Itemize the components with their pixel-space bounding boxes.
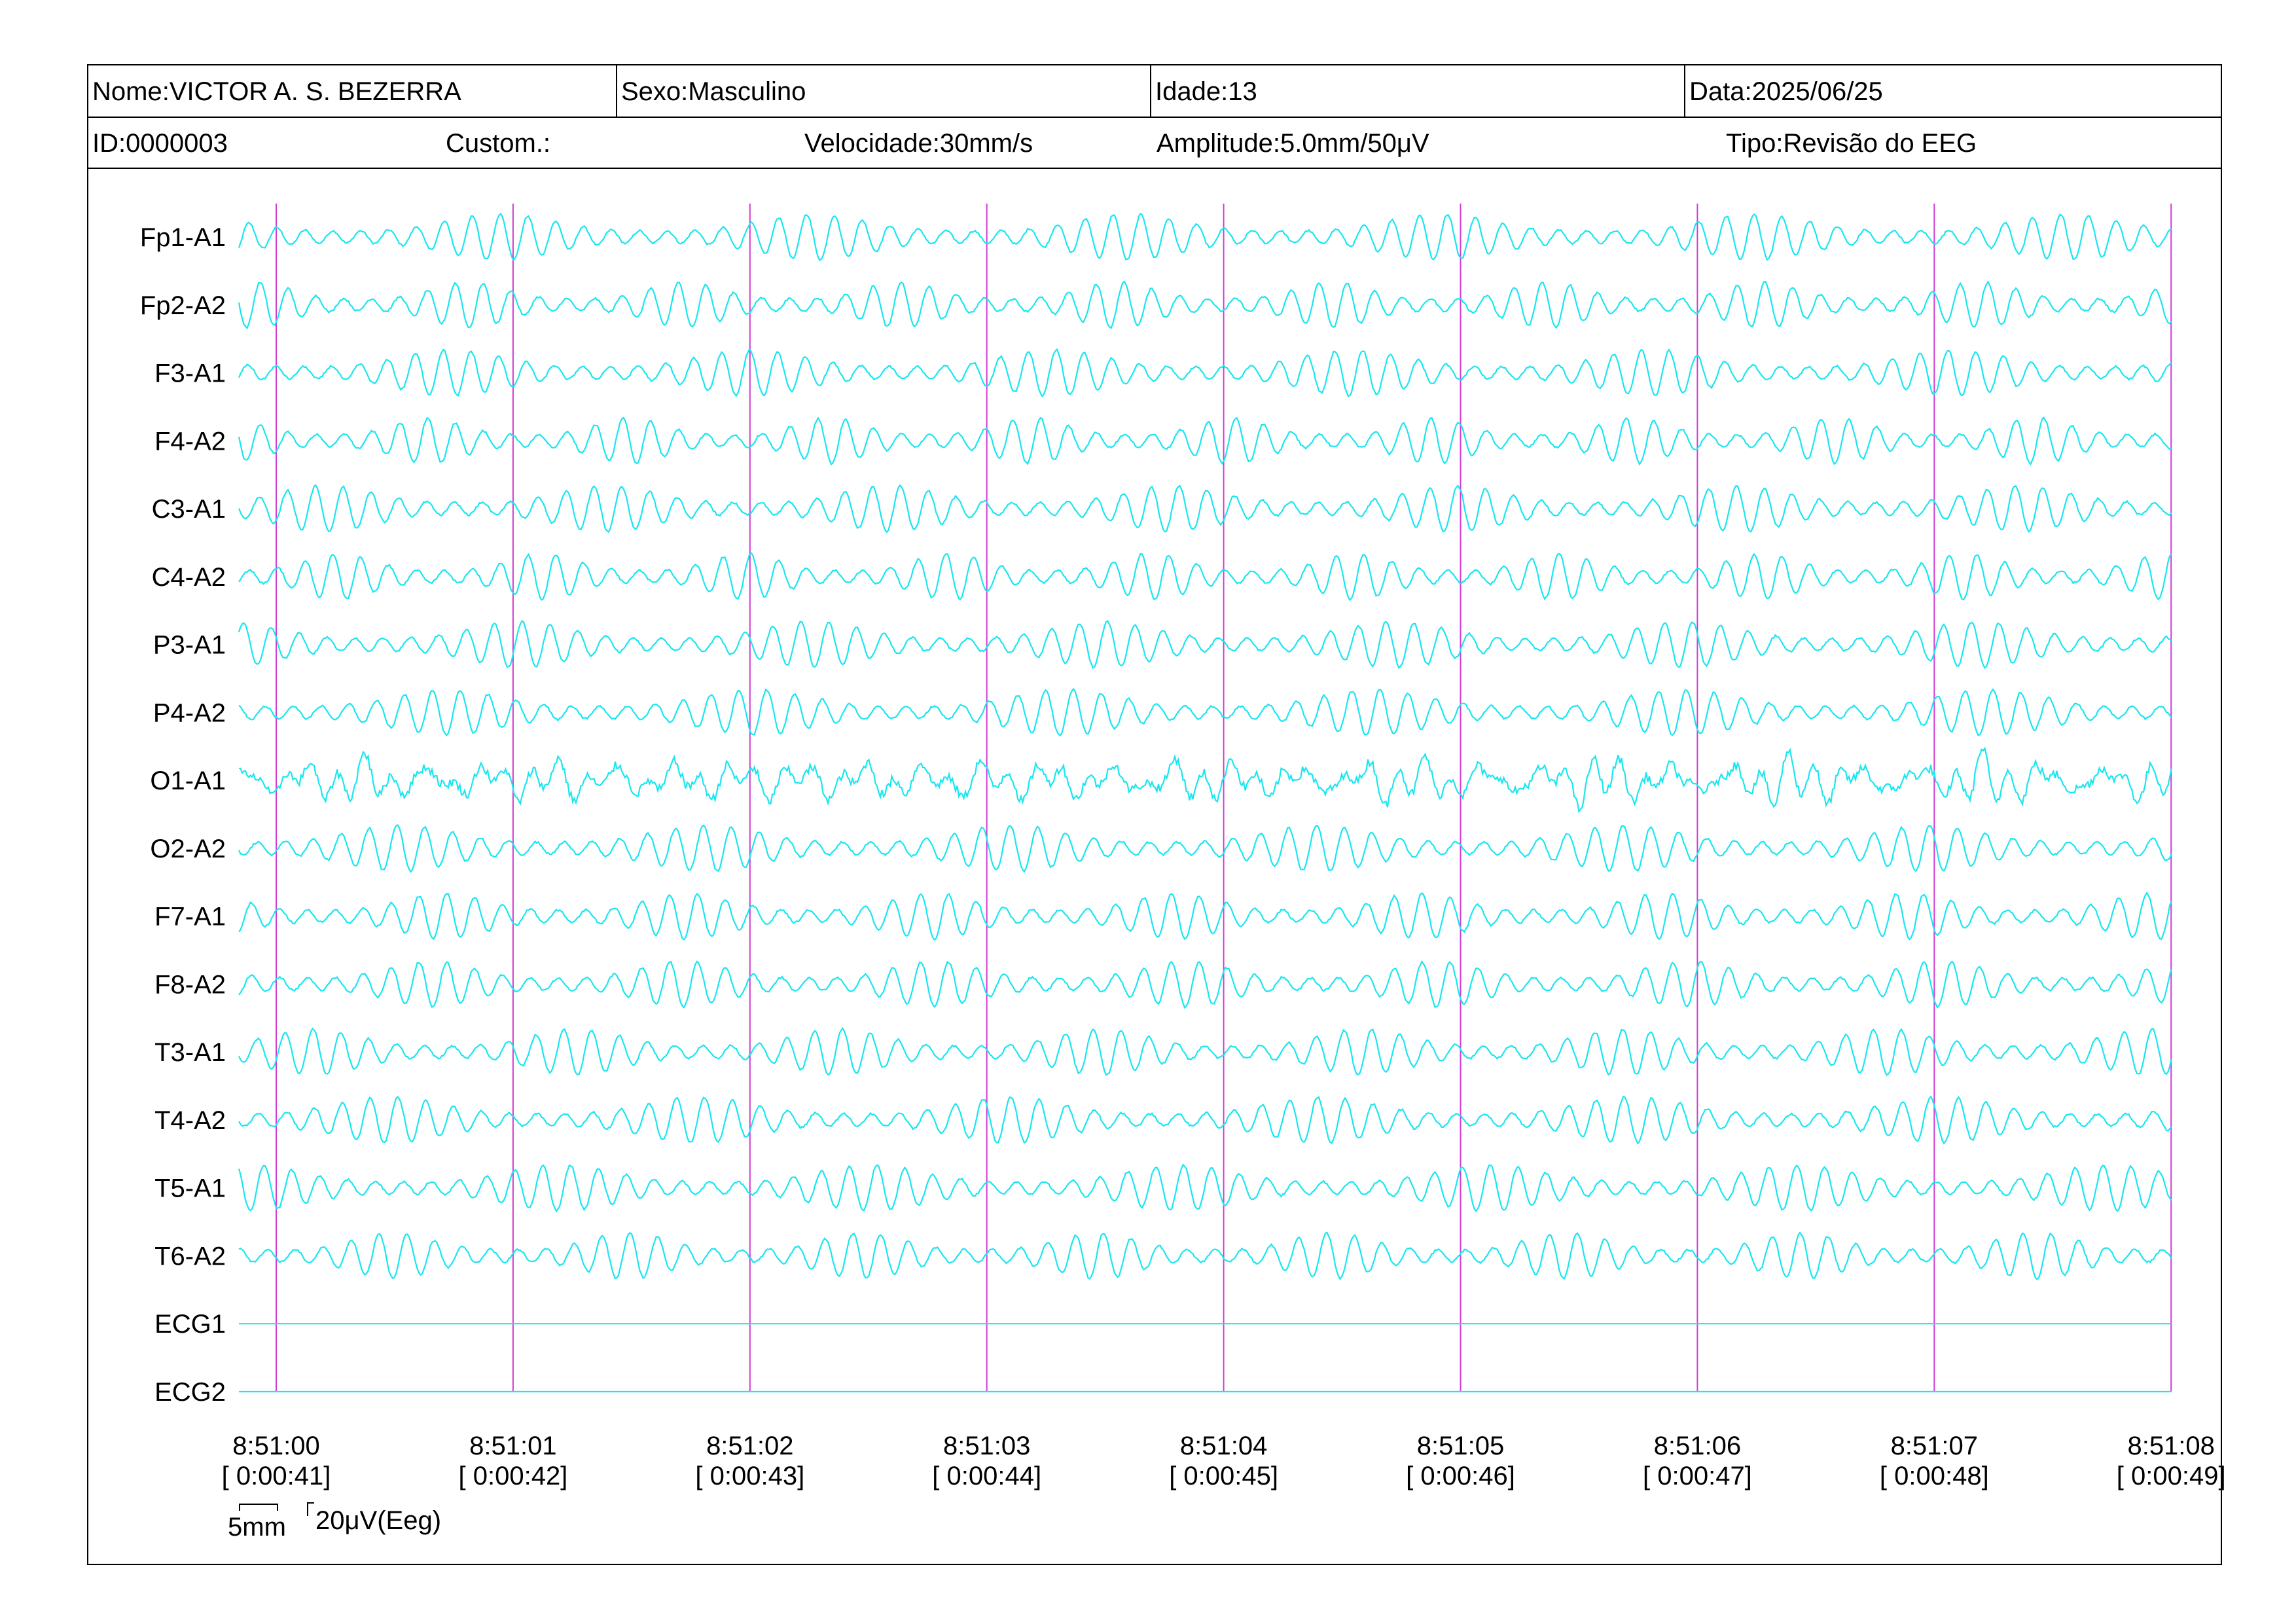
elapsed-tick-label: [ 0:00:42] <box>459 1462 568 1490</box>
channel-label: ECG2 <box>154 1378 226 1407</box>
second-markers <box>276 204 2172 1392</box>
time-tick-label: 8:51:05 <box>1417 1432 1504 1460</box>
time-tick-label: 8:51:08 <box>2127 1432 2214 1460</box>
channel-label: F4-A2 <box>154 427 226 456</box>
elapsed-tick-label: [ 0:00:48] <box>1880 1462 1989 1490</box>
calibration-scale: 5mm 20μV(Eeg) <box>228 1502 441 1542</box>
amplitude-setting: Amplitude:5.0mm/50μV <box>1157 129 1429 158</box>
channel-label: F7-A1 <box>154 903 226 931</box>
time-tick-label: 8:51:07 <box>1891 1432 1978 1460</box>
channel-label: T3-A1 <box>154 1038 226 1067</box>
eeg-trace <box>238 620 2172 670</box>
channel-label: ECG1 <box>154 1310 226 1339</box>
channel-label: O1-A1 <box>150 767 226 795</box>
time-tick-label: 8:51:03 <box>943 1432 1030 1460</box>
eeg-trace <box>238 280 2172 330</box>
elapsed-tick-label: [ 0:00:49] <box>2117 1462 2226 1490</box>
channel-label: T4-A2 <box>154 1106 226 1135</box>
patient-age: Idade:13 <box>1150 65 1684 117</box>
eeg-traces <box>238 212 2172 1393</box>
channel-label: F3-A1 <box>154 359 226 388</box>
elapsed-tick-label: [ 0:00:43] <box>695 1462 804 1490</box>
eeg-trace <box>238 416 2172 466</box>
time-tick-label: 8:51:01 <box>469 1432 556 1460</box>
eeg-trace <box>238 746 2172 814</box>
channel-label: T5-A1 <box>154 1174 226 1203</box>
patient-sex: Sexo:Masculino <box>616 65 1150 117</box>
channel-label: P4-A2 <box>153 698 226 727</box>
patient-info-row: Nome:VICTOR A. S. BEZERRA Sexo:Masculino… <box>88 65 2221 118</box>
time-tick-label: 8:51:00 <box>232 1432 319 1460</box>
eeg-report-frame: Nome:VICTOR A. S. BEZERRA Sexo:Masculino… <box>87 64 2222 1565</box>
eeg-trace <box>238 823 2172 873</box>
eeg-trace <box>238 891 2172 941</box>
eeg-trace <box>238 212 2172 262</box>
eeg-trace <box>238 1095 2172 1145</box>
elapsed-tick-label: [ 0:00:44] <box>932 1462 1041 1490</box>
channel-label: Fp2-A2 <box>140 291 226 320</box>
patient-id: ID:0000003 <box>92 129 228 158</box>
amplitude-scale-bracket <box>307 1502 314 1516</box>
patient-name: Nome:VICTOR A. S. BEZERRA <box>92 77 461 106</box>
custom-field: Custom.: <box>446 129 551 158</box>
time-tick-label: 8:51:02 <box>706 1432 793 1460</box>
channel-label: P3-A1 <box>153 631 226 660</box>
channel-label: O2-A2 <box>150 835 226 863</box>
elapsed-tick-label: [ 0:00:47] <box>1643 1462 1752 1490</box>
elapsed-tick-label: [ 0:00:46] <box>1406 1462 1515 1490</box>
time-axis: 8:51:00[ 0:00:41] 8:51:01[ 0:00:42] 8:51:0… <box>222 1432 2226 1490</box>
eeg-trace <box>238 960 2172 1009</box>
channel-labels: Fp1-A1 Fp2-A2 F3-A1 F4-A2 C3-A1 C4-A2 P3-A1 P4-… <box>140 223 226 1407</box>
eeg-trace <box>238 1163 2172 1213</box>
eeg-trace <box>238 348 2172 398</box>
paper-speed: Velocidade:30mm/s <box>804 129 1033 158</box>
eeg-trace <box>238 484 2172 533</box>
review-type: Tipo:Revisão do EEG <box>1726 129 1977 158</box>
eeg-trace <box>238 552 2172 602</box>
recording-date: Data:2025/06/25 <box>1684 65 2221 117</box>
eeg-trace <box>238 687 2172 737</box>
channel-label: T6-A2 <box>154 1242 226 1271</box>
recording-settings-row: ID:0000003 Custom.: Velocidade:30mm/s Am… <box>88 118 2221 169</box>
eeg-trace <box>238 1231 2172 1281</box>
time-scale-bracket <box>239 1504 278 1511</box>
time-scale-label: 5mm <box>228 1513 286 1542</box>
eeg-trace <box>238 1026 2172 1077</box>
elapsed-tick-label: [ 0:00:45] <box>1169 1462 1278 1490</box>
channel-label: C3-A1 <box>152 495 226 524</box>
channel-label: F8-A2 <box>154 970 226 999</box>
elapsed-tick-label: [ 0:00:41] <box>222 1462 331 1490</box>
channel-label: Fp1-A1 <box>140 223 226 252</box>
channel-label: C4-A2 <box>152 563 226 592</box>
amplitude-scale-label: 20μV(Eeg) <box>315 1506 441 1535</box>
time-tick-label: 8:51:04 <box>1180 1432 1267 1460</box>
time-tick-label: 8:51:06 <box>1654 1432 1741 1460</box>
